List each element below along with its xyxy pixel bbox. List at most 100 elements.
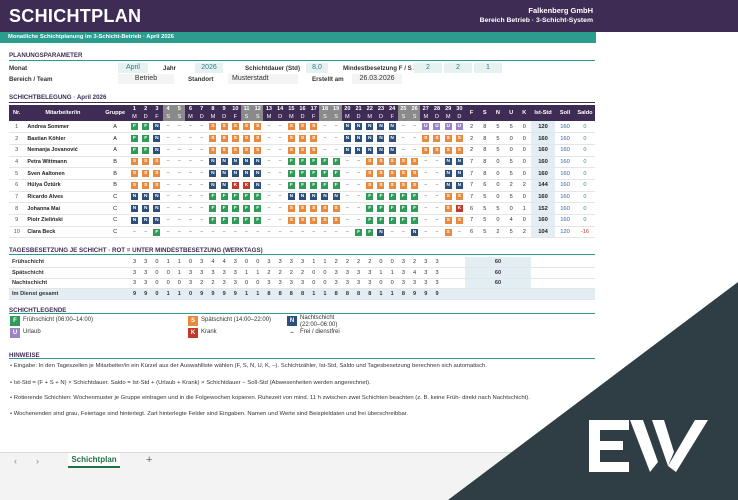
shift-cell[interactable]: N — [442, 156, 454, 169]
shift-cell[interactable]: – — [397, 144, 409, 157]
shift-cell[interactable]: – — [408, 144, 421, 157]
shift-cell[interactable]: – — [274, 144, 286, 157]
shift-cell[interactable]: – — [420, 167, 432, 180]
shift-cell[interactable]: F — [375, 191, 387, 204]
shift-cell[interactable]: – — [184, 202, 197, 215]
shift-cell[interactable]: – — [341, 167, 353, 180]
shift-cell[interactable]: F — [151, 226, 163, 239]
shift-cell[interactable]: – — [184, 226, 197, 239]
shift-cell[interactable]: F — [397, 191, 409, 204]
shift-cell[interactable]: – — [341, 191, 353, 204]
shift-cell[interactable]: – — [296, 226, 309, 239]
shift-cell[interactable]: S — [296, 132, 309, 145]
shift-cell[interactable]: F — [285, 179, 297, 192]
shift-cell[interactable]: – — [263, 167, 275, 180]
shift-cell[interactable]: F — [128, 121, 141, 134]
shift-cell[interactable]: – — [274, 191, 286, 204]
shift-cell[interactable]: S — [442, 144, 454, 157]
shift-cell[interactable]: S — [453, 191, 465, 204]
shift-cell[interactable]: – — [173, 226, 185, 239]
shift-cell[interactable]: – — [184, 191, 197, 204]
shift-cell[interactable]: – — [319, 121, 331, 134]
shift-cell[interactable]: S — [207, 121, 219, 134]
shift-cell[interactable]: N — [252, 167, 264, 180]
shift-cell[interactable]: – — [263, 144, 275, 157]
shift-cell[interactable]: – — [162, 202, 174, 215]
shift-cell[interactable]: F — [308, 167, 320, 180]
shift-cell[interactable]: – — [352, 191, 365, 204]
shift-cell[interactable]: – — [263, 191, 275, 204]
shift-cell[interactable]: – — [196, 202, 208, 215]
shift-cell[interactable]: – — [420, 179, 432, 192]
shift-cell[interactable]: F — [397, 214, 409, 227]
shift-cell[interactable]: S — [229, 121, 241, 134]
shift-cell[interactable]: S — [442, 214, 454, 227]
shift-cell[interactable]: S — [397, 156, 409, 169]
shift-cell[interactable]: F — [252, 191, 264, 204]
shift-cell[interactable]: – — [341, 179, 353, 192]
shift-cell[interactable]: F — [319, 167, 331, 180]
shift-cell[interactable]: S — [252, 121, 264, 134]
shift-cell[interactable]: N — [229, 167, 241, 180]
shift-cell[interactable]: – — [263, 121, 275, 134]
shift-cell[interactable]: S — [375, 179, 387, 192]
shift-cell[interactable]: S — [285, 214, 297, 227]
shift-cell[interactable]: N — [375, 121, 387, 134]
shift-cell[interactable]: – — [431, 202, 443, 215]
shift-cell[interactable]: – — [263, 179, 275, 192]
shift-cell[interactable]: S — [128, 179, 141, 192]
shift-cell[interactable]: – — [420, 202, 432, 215]
shift-cell[interactable]: N — [352, 121, 365, 134]
shift-cell[interactable]: F — [296, 179, 309, 192]
shift-cell[interactable]: – — [196, 156, 208, 169]
shift-cell[interactable]: – — [173, 191, 185, 204]
erstellt-field[interactable]: 26.03.2026 — [352, 74, 402, 84]
shift-cell[interactable]: – — [184, 179, 197, 192]
shift-cell[interactable]: N — [128, 202, 141, 215]
shift-cell[interactable]: – — [420, 156, 432, 169]
shift-cell[interactable]: N — [341, 144, 353, 157]
shift-cell[interactable]: K — [229, 179, 241, 192]
shift-cell[interactable]: U — [442, 121, 454, 134]
shift-cell[interactable]: F — [375, 214, 387, 227]
sheet-tab-schichtplan[interactable]: Schichtplan — [68, 453, 120, 468]
shift-cell[interactable]: F — [285, 167, 297, 180]
shift-cell[interactable]: N — [207, 179, 219, 192]
shift-cell[interactable]: S — [453, 214, 465, 227]
shift-cell[interactable]: S — [285, 132, 297, 145]
shift-cell[interactable]: N — [453, 179, 465, 192]
shift-cell[interactable]: F — [128, 132, 141, 145]
shift-cell[interactable]: – — [218, 226, 230, 239]
shift-cell[interactable]: S — [151, 167, 163, 180]
shift-cell[interactable]: S — [308, 202, 320, 215]
shift-cell[interactable]: N — [453, 156, 465, 169]
shift-cell[interactable]: – — [263, 156, 275, 169]
shift-cell[interactable]: S — [397, 167, 409, 180]
shift-cell[interactable]: – — [341, 156, 353, 169]
shift-cell[interactable]: N — [207, 167, 219, 180]
shift-cell[interactable]: S — [319, 214, 331, 227]
shift-cell[interactable]: – — [386, 226, 398, 239]
shift-cell[interactable]: N — [308, 191, 320, 204]
shift-cell[interactable]: – — [285, 226, 297, 239]
shift-cell[interactable]: F — [308, 156, 320, 169]
shift-cell[interactable]: S — [296, 214, 309, 227]
shift-cell[interactable]: – — [173, 167, 185, 180]
shift-cell[interactable]: F — [364, 226, 376, 239]
shift-cell[interactable]: – — [431, 156, 443, 169]
shift-cell[interactable]: – — [397, 132, 409, 145]
shift-cell[interactable]: – — [420, 226, 432, 239]
shift-cell[interactable]: F — [330, 167, 342, 180]
shift-cell[interactable]: S — [296, 202, 309, 215]
shift-cell[interactable]: – — [341, 226, 353, 239]
shift-cell[interactable]: – — [308, 226, 320, 239]
shift-cell[interactable]: S — [218, 121, 230, 134]
shift-cell[interactable]: – — [184, 167, 197, 180]
shift-cell[interactable]: S — [296, 121, 309, 134]
shift-cell[interactable]: S — [151, 156, 163, 169]
shift-cell[interactable]: N — [240, 167, 253, 180]
shift-cell[interactable]: – — [207, 226, 219, 239]
shift-cell[interactable]: – — [196, 132, 208, 145]
shift-cell[interactable]: N — [151, 144, 163, 157]
shift-cell[interactable]: N — [330, 191, 342, 204]
